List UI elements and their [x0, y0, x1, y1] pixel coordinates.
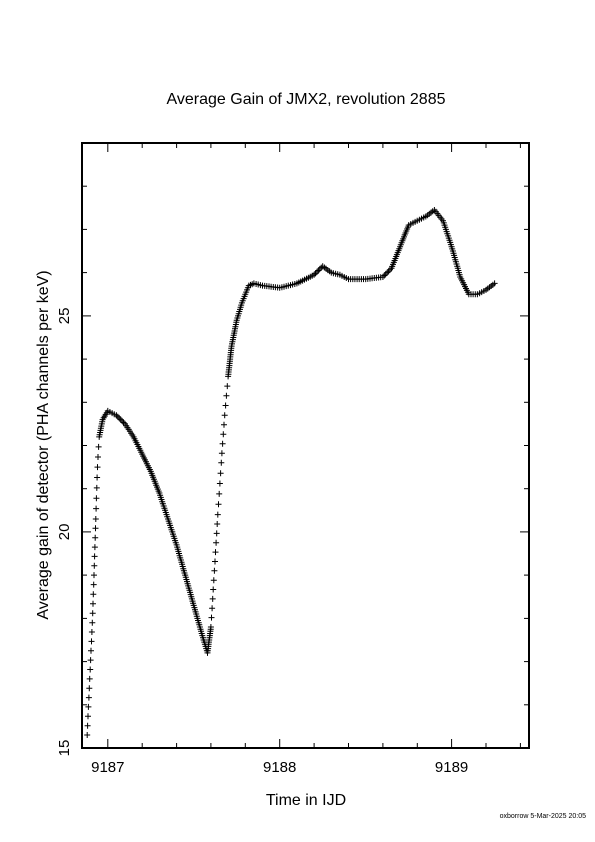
data-point	[91, 553, 98, 560]
data-point	[88, 647, 94, 654]
data-point	[85, 713, 91, 720]
data-point	[211, 567, 218, 574]
data-point	[120, 419, 127, 426]
data-point	[113, 412, 120, 419]
x-tick-label: 9187	[91, 759, 124, 776]
data-point	[384, 269, 391, 276]
data-point	[91, 572, 97, 579]
x-tick-labels: 9187 9188 9189	[91, 759, 468, 776]
data-point	[221, 412, 228, 419]
data-point	[93, 505, 100, 512]
data-point	[90, 600, 96, 607]
data-point	[217, 470, 224, 477]
data-point	[93, 484, 100, 491]
x-axis-label: Time in IJD	[266, 792, 346, 809]
data-point	[87, 657, 94, 664]
data-point	[224, 383, 231, 390]
data-point	[114, 413, 121, 420]
y-tick-label: 20	[56, 524, 73, 541]
axis-ticks	[82, 142, 529, 749]
y-tick-label: 25	[56, 308, 73, 325]
data-point	[311, 271, 318, 278]
data-point	[212, 549, 219, 556]
data-point	[92, 516, 99, 522]
data-point	[385, 268, 392, 275]
data-point	[210, 577, 217, 584]
data-point	[90, 581, 97, 588]
data-point	[222, 402, 229, 409]
data-point	[94, 464, 101, 471]
data-point	[218, 450, 225, 457]
data-point	[214, 521, 221, 527]
data-point	[212, 558, 218, 565]
data-point	[315, 267, 322, 274]
data-point	[86, 685, 93, 692]
data-point	[214, 511, 221, 518]
data-point	[85, 694, 92, 701]
data-point	[90, 591, 97, 598]
data-point	[116, 415, 123, 422]
data-point	[208, 614, 215, 621]
data-point	[209, 605, 216, 612]
data-point	[84, 732, 91, 738]
data-point	[316, 266, 323, 272]
data-point	[88, 638, 95, 645]
y-axis-label: Average gain of detector (PHA channels p…	[35, 270, 52, 619]
data-points	[84, 207, 498, 738]
data-point	[89, 619, 96, 626]
data-point	[95, 454, 101, 460]
data-point	[221, 421, 227, 428]
data-point	[491, 280, 498, 287]
data-point	[213, 530, 220, 537]
data-point	[86, 675, 93, 682]
data-point	[219, 440, 226, 447]
data-point	[216, 490, 223, 497]
data-point	[89, 610, 96, 617]
data-point	[223, 392, 230, 399]
data-point	[220, 431, 227, 438]
data-point	[88, 629, 95, 635]
plot-footer: oxborrow 5-Mar-2025 20:05	[500, 813, 586, 820]
data-point	[213, 539, 220, 546]
data-point	[209, 595, 216, 602]
data-point	[95, 443, 102, 450]
data-point	[117, 416, 124, 423]
data-point	[314, 268, 320, 275]
data-point	[215, 501, 222, 508]
data-point	[216, 480, 223, 487]
data-point	[119, 418, 126, 424]
data-point	[210, 586, 217, 593]
data-point	[94, 474, 101, 481]
x-tick-label: 9188	[263, 759, 296, 776]
data-point	[91, 562, 98, 569]
data-point	[92, 534, 99, 541]
chart-title: Average Gain of JMX2, revolution 2885	[167, 91, 446, 108]
y-tick-labels: 15 20 25	[56, 308, 73, 757]
data-point	[381, 272, 388, 279]
x-tick-label: 9189	[435, 759, 468, 776]
data-point	[85, 703, 92, 710]
plot-frame	[81, 142, 530, 749]
data-point	[91, 544, 98, 551]
y-tick-label: 15	[56, 740, 73, 757]
data-point	[84, 722, 91, 729]
data-point	[207, 624, 214, 630]
data-point	[218, 459, 225, 466]
data-point	[382, 271, 389, 278]
data-point	[92, 525, 99, 532]
data-point	[93, 495, 100, 502]
data-point	[87, 666, 94, 673]
